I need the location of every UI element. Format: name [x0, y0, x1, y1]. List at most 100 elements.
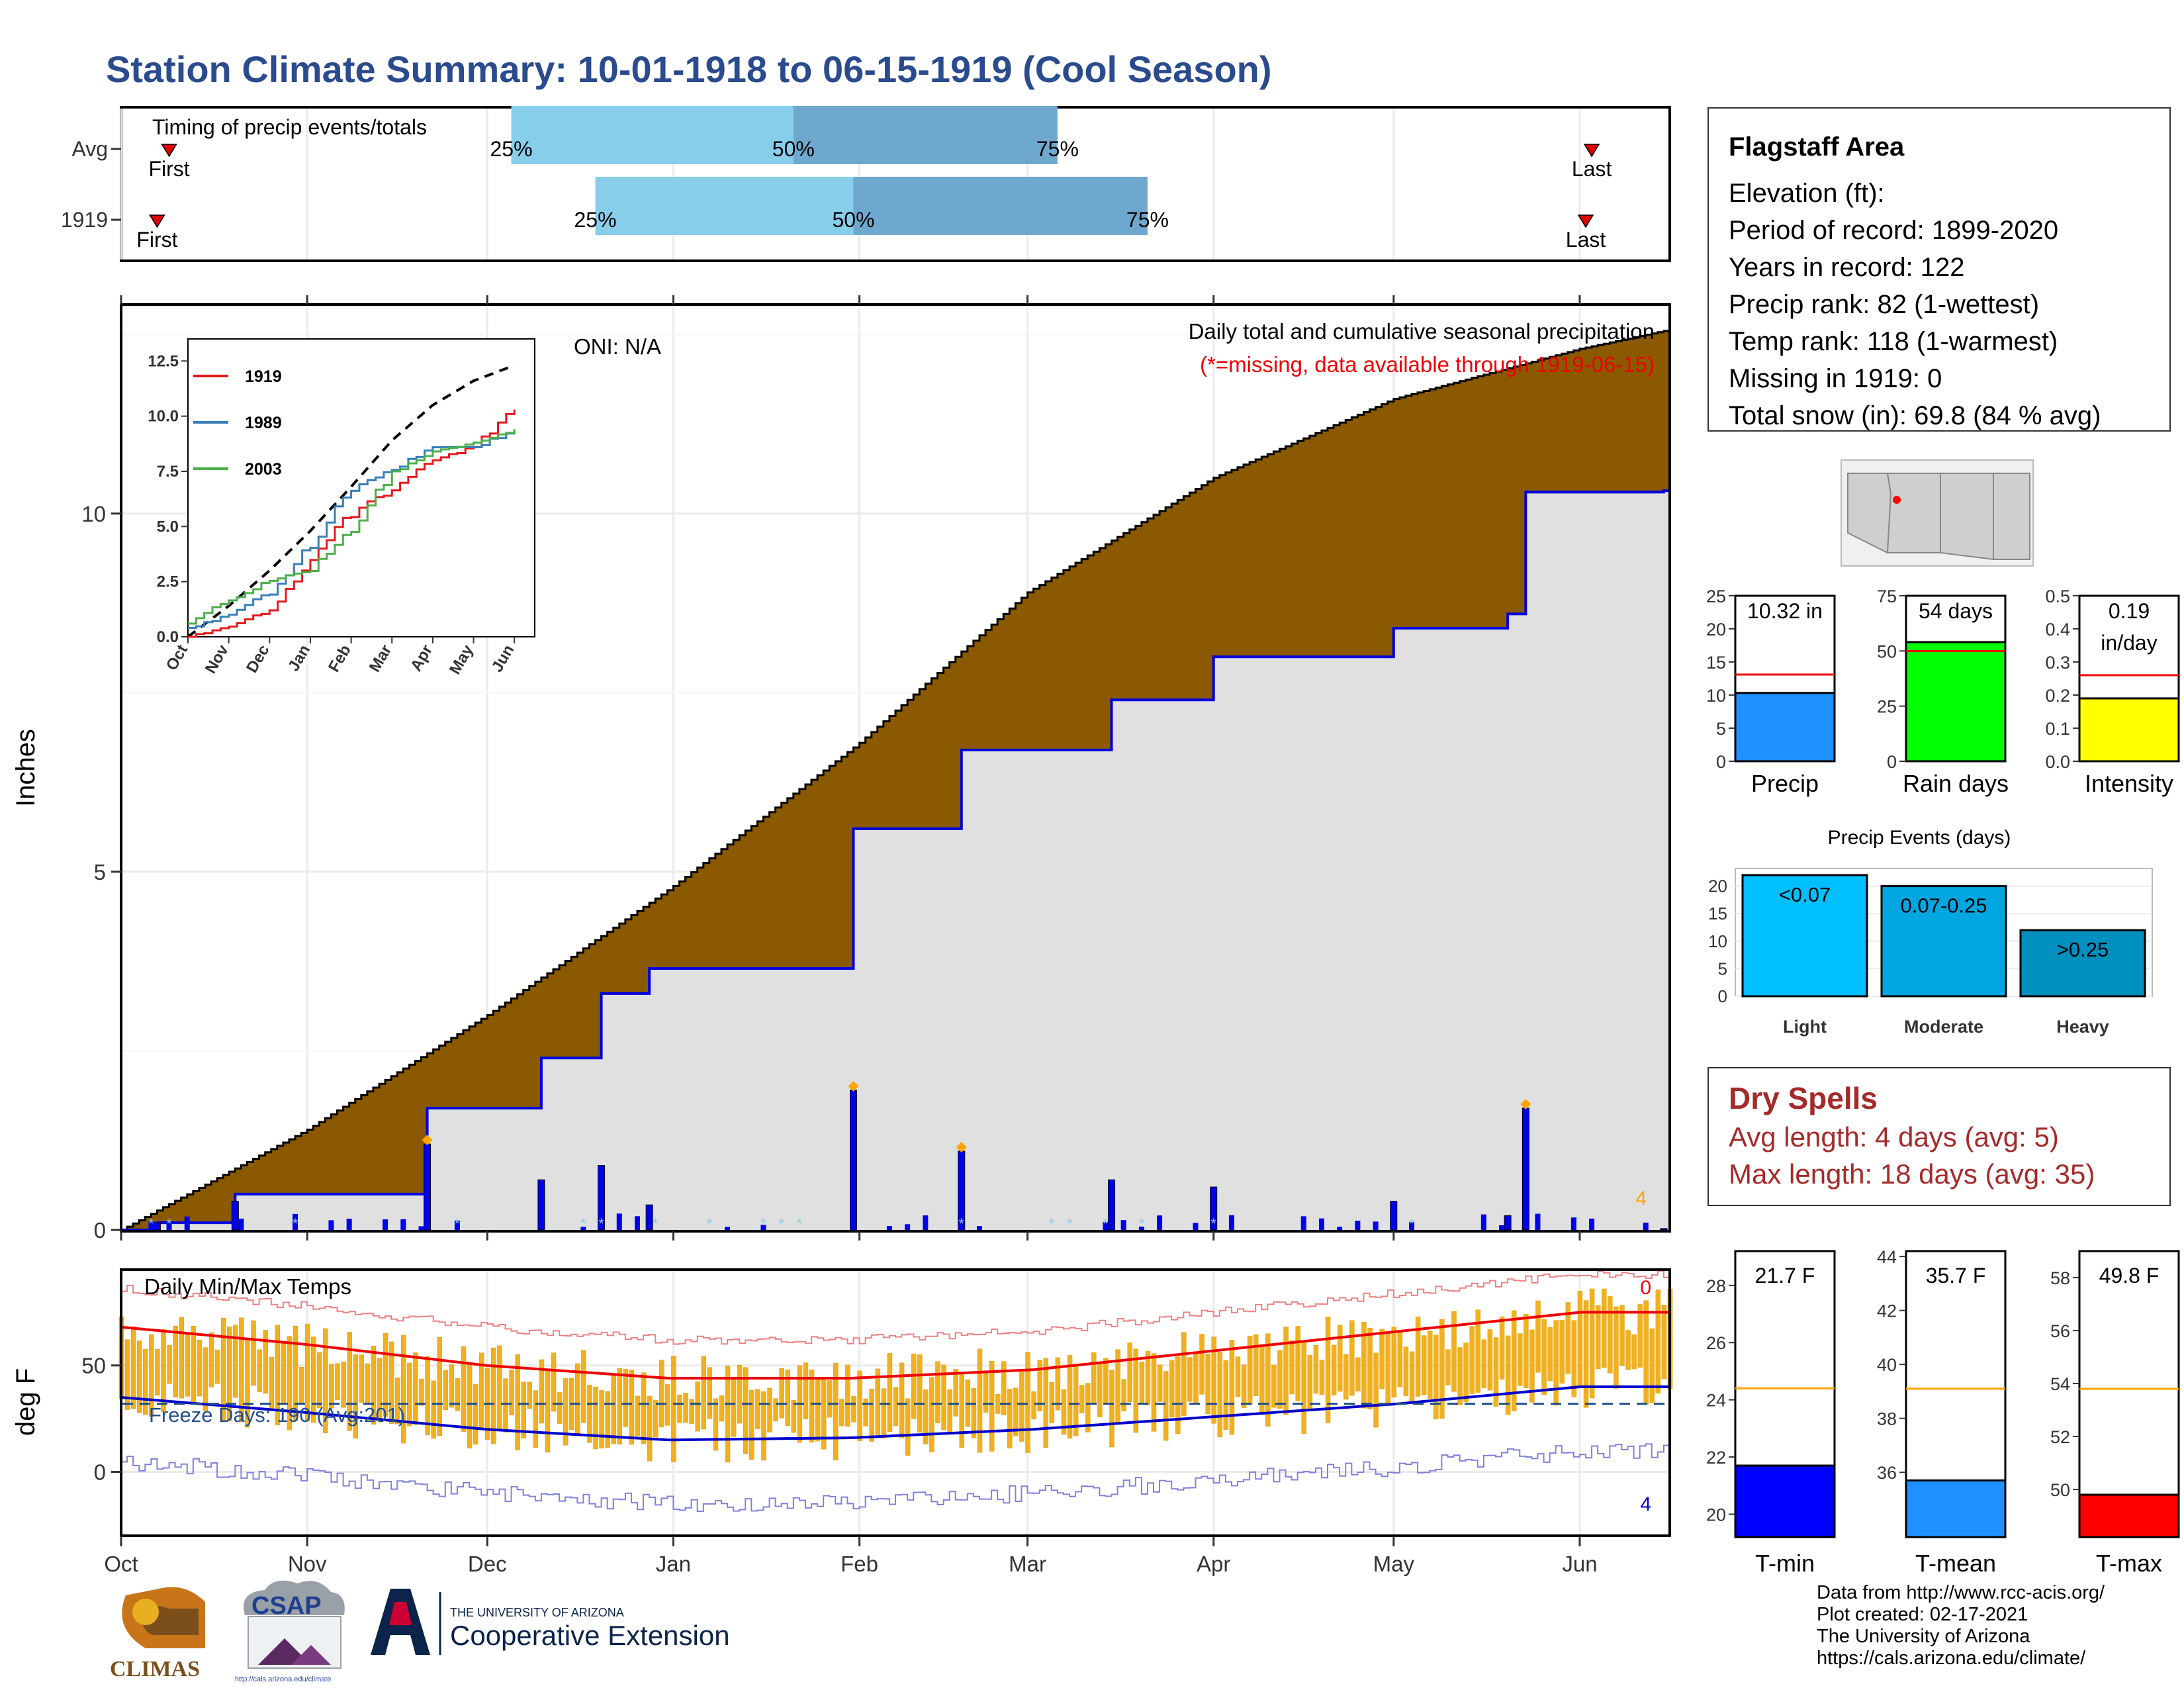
- daily-precip-bar: [1120, 1220, 1126, 1230]
- summary-value-label: 0.19: [2109, 599, 2150, 623]
- daily-temp-bar: [1643, 1300, 1649, 1405]
- temp-summary-tick-label: 52: [2050, 1427, 2070, 1447]
- summary-tick-label: 0.4: [2045, 620, 2070, 639]
- daily-temp-bar: [749, 1390, 754, 1460]
- timing-pct-label: 25%: [574, 208, 616, 232]
- page-title: Station Climate Summary: 10-01-1918 to 0…: [106, 48, 1272, 90]
- timing-row-label: 1919: [61, 208, 108, 232]
- daily-temp-bar: [1469, 1326, 1475, 1394]
- daily-temp-bar: [857, 1370, 862, 1441]
- daily-temp-bar: [1595, 1305, 1601, 1370]
- daily-precip-bar: [645, 1204, 653, 1231]
- daily-temp-bar: [1139, 1362, 1145, 1404]
- snow-star: *: [707, 1215, 713, 1232]
- daily-precip-bar: [400, 1219, 406, 1230]
- daily-temp-bar: [1445, 1349, 1451, 1385]
- daily-temp-bar: [1343, 1354, 1349, 1400]
- dry-spells-box: Dry Spells Avg length: 4 days (avg: 5) M…: [1707, 1067, 2171, 1206]
- timing-bar-25-50: [595, 177, 854, 235]
- summary-value-label: in/day: [2101, 631, 2157, 655]
- daily-precip-bar: [850, 1090, 858, 1231]
- summary-value-label: 10.32 in: [1747, 599, 1823, 623]
- daily-precip-bar: [1228, 1215, 1234, 1230]
- daily-temp-bar: [1511, 1310, 1517, 1411]
- daily-temp-bar: [347, 1332, 352, 1431]
- daily-temp-bar: [281, 1341, 287, 1405]
- daily-temp-bar: [1379, 1329, 1385, 1389]
- missing-note: (*=missing, data available through 1919-…: [1200, 352, 1655, 377]
- daily-temp-bar: [329, 1364, 334, 1409]
- daily-temp-bar: [983, 1370, 989, 1413]
- daily-temp-bar: [701, 1356, 707, 1430]
- inset-y-tick-label: 10.0: [148, 408, 179, 426]
- daily-temp-bar: [1475, 1309, 1481, 1393]
- temp-count-bottom: 4: [1640, 1493, 1651, 1515]
- daily-temp-bar: [473, 1383, 478, 1445]
- events-tick-label: 0: [1718, 986, 1727, 1006]
- daily-temp-bar: [161, 1329, 166, 1412]
- daily-temp-bar: [1049, 1382, 1055, 1423]
- daily-temp-bar: [647, 1395, 653, 1462]
- events-bar-label: >0.25: [2057, 938, 2109, 961]
- inset-series-line: [188, 429, 516, 625]
- inset-chart: Oct Nov Dec Jan Feb Mar Apr May Jun0.02.55.07.51…: [148, 338, 535, 677]
- temp-summary-tick-label: 38: [1877, 1409, 1897, 1429]
- temp-summary-bar: [2078, 1493, 2180, 1538]
- daily-temp-bar: [587, 1385, 592, 1443]
- summary-value-label: 54 days: [1919, 599, 1993, 623]
- daily-precip-bar: [1138, 1227, 1144, 1230]
- daily-temp-bar: [1559, 1319, 1565, 1384]
- daily-precip-bar: [1504, 1215, 1512, 1231]
- daily-temp-bar: [617, 1368, 623, 1445]
- daily-temp-bar: [1085, 1383, 1091, 1432]
- summary-tick-label: 0.5: [2045, 586, 2070, 606]
- daily-temp-bar: [1608, 1296, 1613, 1374]
- daily-temp-bar: [929, 1377, 934, 1452]
- inset-legend-label: 2003: [245, 460, 282, 479]
- extreme-marker: [422, 1135, 433, 1146]
- snow-star: *: [1067, 1215, 1073, 1232]
- timing-pct-label: 50%: [772, 137, 815, 161]
- daily-temp-bar: [371, 1346, 377, 1425]
- daily-temp-bar: [1499, 1316, 1505, 1380]
- extreme-marker: [1520, 1099, 1531, 1110]
- daily-temp-bar: [208, 1332, 214, 1387]
- daily-temp-bar: [1433, 1335, 1439, 1419]
- inset-y-tick-label: 0.0: [157, 628, 179, 646]
- daily-temp-bar: [737, 1364, 743, 1424]
- daily-temp-bar: [1463, 1342, 1469, 1403]
- daily-temp-bar: [959, 1372, 965, 1448]
- avg-min-line: [120, 1385, 1670, 1442]
- daily-temp-bar: [467, 1363, 473, 1449]
- daily-temp-bar: [1229, 1340, 1235, 1435]
- temp-summary-value: 49.8 F: [2099, 1264, 2160, 1288]
- climas-logo: CLIMAS: [110, 1587, 205, 1681]
- avg-cumulative-outline: [121, 330, 1670, 1231]
- daily-temp-bar: [839, 1399, 844, 1427]
- daily-temp-bar: [1553, 1320, 1559, 1406]
- daily-temp-bar: [365, 1363, 371, 1405]
- daily-temp-bar: [1265, 1333, 1271, 1427]
- month-label: Nov: [288, 1552, 327, 1576]
- daily-temp-bar: [143, 1348, 148, 1415]
- daily-temp-bar: [1241, 1364, 1247, 1408]
- daily-temp-bar: [1631, 1334, 1637, 1370]
- daily-temp-bar: [310, 1336, 316, 1423]
- daily-temp-bar: [713, 1398, 719, 1451]
- month-label: Mar: [1009, 1552, 1046, 1576]
- daily-temp-bar: [1205, 1353, 1210, 1415]
- daily-temp-bar: [263, 1330, 268, 1394]
- summary-tick-label: 5: [1716, 719, 1726, 739]
- temp-summary-value: 21.7 F: [1755, 1264, 1815, 1288]
- daily-temp-bar: [401, 1335, 406, 1444]
- record-max-line: [121, 1270, 1670, 1345]
- daily-temp-bar: [136, 1340, 142, 1413]
- daily-temp-bar: [563, 1378, 569, 1446]
- daily-temp-bar: [1019, 1372, 1024, 1442]
- daily-temp-bar: [383, 1333, 388, 1417]
- daily-temp-bar: [875, 1368, 881, 1435]
- record-min-line: [121, 1443, 1670, 1513]
- daily-temp-bar: [359, 1354, 365, 1403]
- daily-precip-bar: [635, 1216, 640, 1230]
- daily-temp-bar: [1151, 1353, 1157, 1432]
